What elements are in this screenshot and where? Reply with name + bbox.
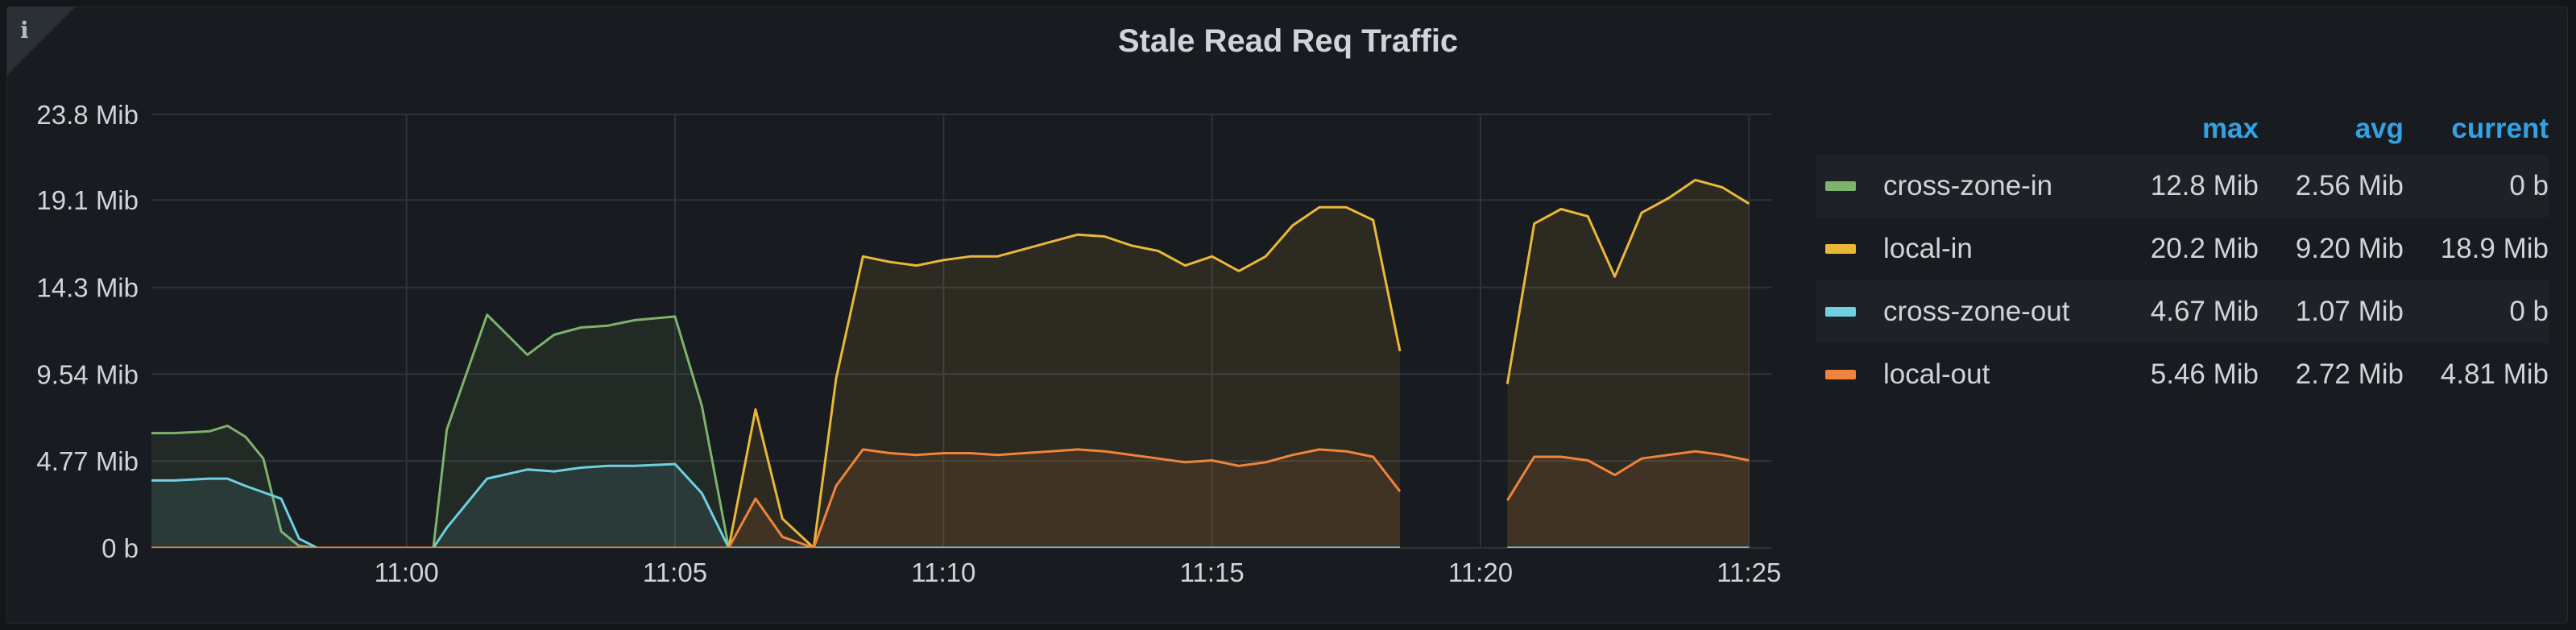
legend-series-name[interactable]: cross-zone-out — [1883, 296, 2070, 327]
series-area-local-in — [151, 207, 1400, 548]
y-tick-label: 0 b — [101, 533, 139, 563]
series-line-local-out — [1506, 450, 1750, 501]
series-area-cross-zone-out — [151, 464, 1400, 548]
legend-swatch[interactable] — [1825, 370, 1856, 379]
legend-header-max[interactable]: max — [2201, 113, 2259, 144]
legend-swatch[interactable] — [1825, 307, 1856, 317]
series-line-local-in — [151, 205, 1402, 548]
series-area-local-in — [1507, 180, 1750, 548]
legend-series-name[interactable]: local-in — [1883, 233, 1973, 264]
y-tick-label: 9.54 Mib — [36, 359, 139, 389]
legend-row-cross-zone-out[interactable]: cross-zone-out 4.67 Mib 1.07 Mib 0 b — [1816, 280, 2549, 343]
legend-value-avg: 9.20 Mib — [2295, 233, 2404, 264]
series-area-cross-zone-in — [151, 314, 1400, 548]
legend-value-avg: 2.56 Mib — [2295, 170, 2404, 201]
legend-value-max: 5.46 Mib — [2150, 359, 2259, 390]
legend-row-cross-zone-in[interactable]: cross-zone-in 12.8 Mib 2.56 Mib 0 b — [1816, 155, 2549, 218]
legend-swatch[interactable] — [1825, 244, 1856, 254]
x-tick-label: 11:00 — [375, 557, 439, 587]
legend-value-current: 0 b — [2509, 296, 2549, 327]
x-tick-label: 11:10 — [911, 557, 975, 587]
legend-value-current: 0 b — [2509, 170, 2549, 201]
legend-table: max avg current cross-zone-in 12.8 Mib 2.5… — [1816, 103, 2549, 406]
legend-row-local-in[interactable]: local-in 20.2 Mib 9.20 Mib 18.9 Mib — [1816, 218, 2549, 280]
legend-swatch[interactable] — [1825, 181, 1856, 191]
x-tick-label: 11:05 — [643, 557, 707, 587]
x-tick-label: 11:15 — [1180, 557, 1245, 587]
legend-series-name[interactable]: cross-zone-in — [1883, 170, 2053, 201]
series-line-cross-zone-in — [151, 313, 1400, 548]
legend-series-name[interactable]: local-out — [1883, 359, 1990, 390]
series-area-local-out — [1507, 451, 1750, 548]
panel-title[interactable]: Stale Read Req Traffic — [1117, 23, 1459, 59]
series-area-local-out — [151, 449, 1400, 548]
y-tick-label: 19.1 Mib — [36, 185, 139, 215]
y-tick-label: 14.3 Mib — [36, 273, 139, 303]
legend-row-local-out[interactable]: local-out 5.46 Mib 2.72 Mib 4.81 Mib — [1816, 343, 2549, 406]
series-line-local-in — [1505, 178, 1750, 384]
legend-value-current: 4.81 Mib — [2440, 359, 2549, 390]
legend-value-max: 20.2 Mib — [2150, 233, 2259, 264]
legend-header-avg[interactable]: avg — [2354, 113, 2404, 144]
series-line-cross-zone-out — [151, 462, 1400, 548]
legend-value-max: 12.8 Mib — [2150, 170, 2259, 201]
series-line-local-out — [151, 448, 1402, 548]
legend-header-current[interactable]: current — [2451, 113, 2549, 144]
legend-value-max: 4.67 Mib — [2150, 296, 2259, 327]
info-corner[interactable] — [7, 7, 75, 75]
legend-value-current: 18.9 Mib — [2440, 233, 2549, 264]
legend-value-avg: 2.72 Mib — [2295, 359, 2404, 390]
y-tick-label: 4.77 Mib — [36, 446, 139, 476]
legend-header: max avg current — [1816, 103, 2549, 155]
x-tick-label: 11:25 — [1717, 557, 1781, 587]
info-icon[interactable]: i — [20, 17, 29, 44]
x-tick-label: 11:20 — [1448, 557, 1513, 587]
y-tick-label: 23.8 Mib — [36, 100, 139, 130]
legend-value-avg: 1.07 Mib — [2295, 296, 2404, 327]
